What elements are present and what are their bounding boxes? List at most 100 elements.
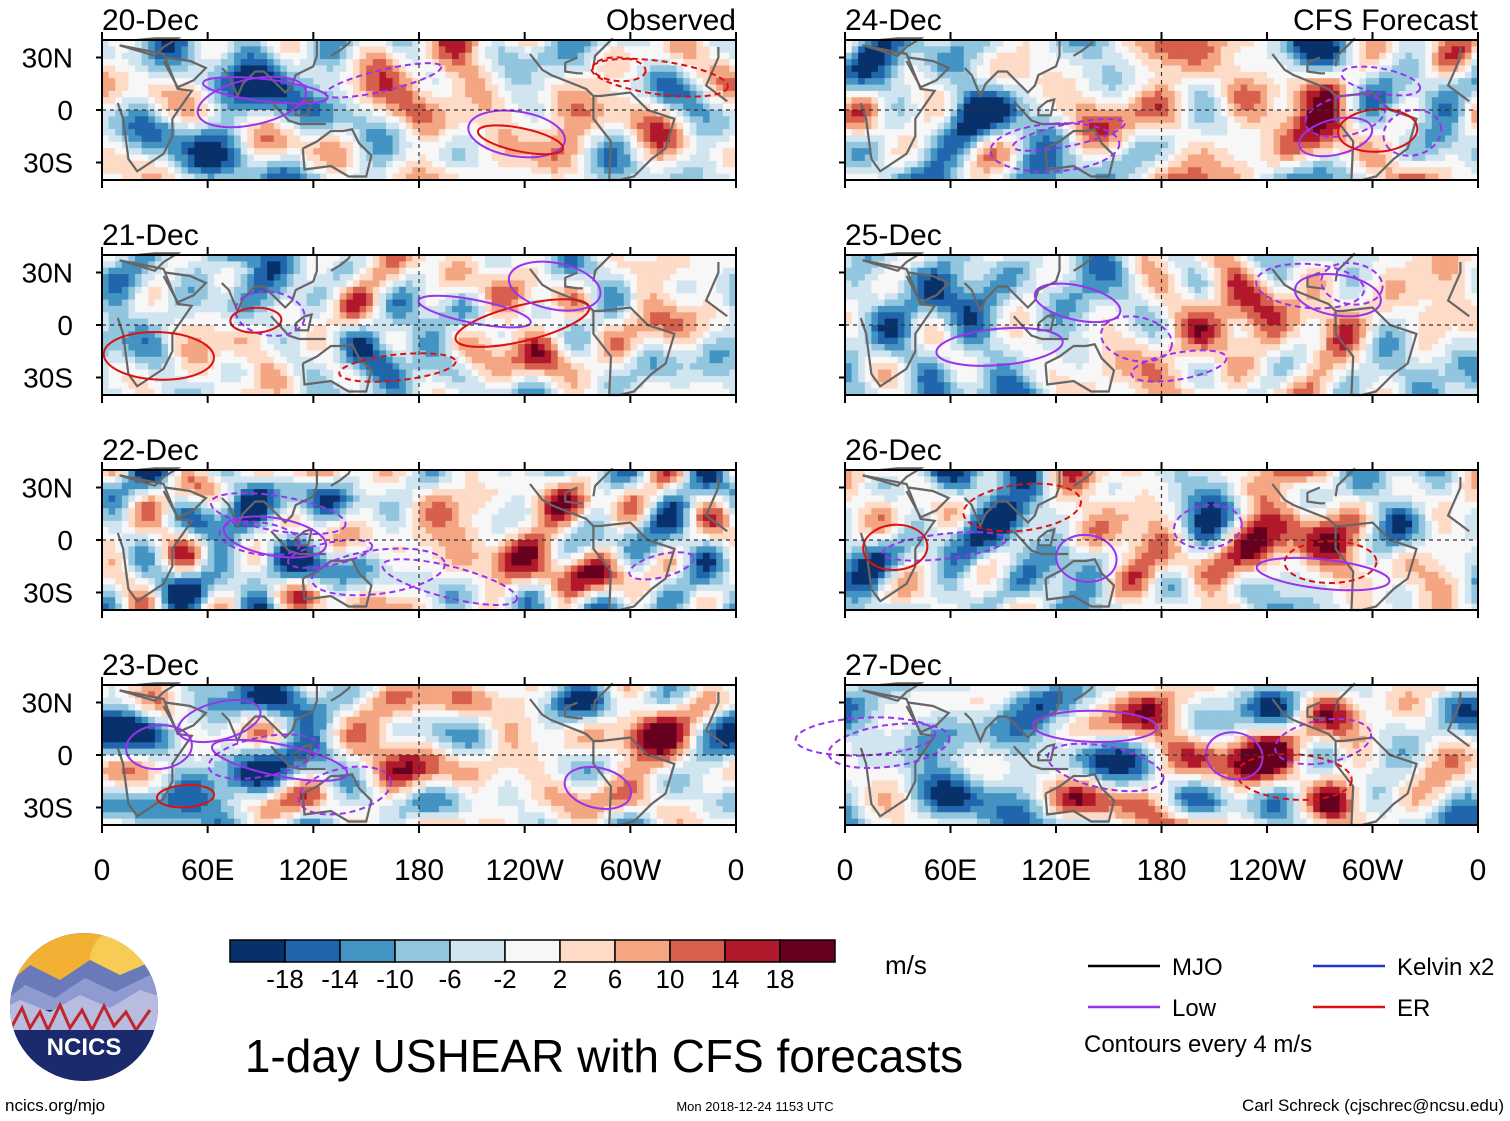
heatmap-cell xyxy=(260,305,268,313)
heatmap-cell xyxy=(293,274,301,282)
heatmap-cell xyxy=(108,173,116,181)
heatmap-cell xyxy=(445,52,453,60)
heatmap-cell xyxy=(557,363,565,371)
heatmap-cell xyxy=(544,356,552,364)
heatmap-cell xyxy=(201,350,209,358)
heatmap-cell xyxy=(656,375,664,383)
heatmap-cell xyxy=(181,122,189,130)
heatmap-cell xyxy=(584,369,592,377)
heatmap-cell xyxy=(518,160,526,168)
heatmap-cell xyxy=(240,299,248,307)
heatmap-cell xyxy=(577,495,585,503)
heatmap-cell xyxy=(253,312,262,320)
heatmap-cell xyxy=(339,293,347,301)
heatmap-cell xyxy=(676,129,684,137)
heatmap-cell xyxy=(385,173,394,181)
heatmap-cell xyxy=(419,501,427,509)
heatmap-cell xyxy=(696,84,704,92)
heatmap-cell xyxy=(154,356,163,364)
heatmap-cell xyxy=(121,46,130,54)
heatmap-cell xyxy=(570,312,579,320)
heatmap-cell xyxy=(419,52,427,60)
lat-label: 30N xyxy=(22,43,73,74)
low-contour xyxy=(467,109,566,159)
heatmap-cell xyxy=(716,369,724,377)
heatmap-cell xyxy=(412,375,420,383)
heatmap-cell xyxy=(531,325,539,332)
heatmap-cell xyxy=(643,267,651,275)
heatmap-cell xyxy=(630,312,638,320)
heatmap-cell xyxy=(465,508,473,516)
heatmap-cell xyxy=(214,325,222,332)
heatmap-cell xyxy=(669,470,678,477)
heatmap-cell xyxy=(121,122,130,130)
heatmap-cell xyxy=(425,90,433,98)
heatmap-cell xyxy=(603,160,612,168)
heatmap-cell xyxy=(220,160,229,168)
heatmap-cell xyxy=(465,476,473,484)
heatmap-cell xyxy=(108,71,116,79)
heatmap-cell xyxy=(333,122,341,130)
heatmap-cell xyxy=(458,356,466,364)
heatmap-cell xyxy=(504,65,513,73)
heatmap-cell xyxy=(524,382,532,390)
heatmap-cell xyxy=(438,46,447,54)
heatmap-cell xyxy=(709,501,717,509)
heatmap-cell xyxy=(234,261,242,269)
heatmap-cell xyxy=(465,97,473,105)
heatmap-cell xyxy=(273,167,281,175)
heatmap-cell xyxy=(709,110,717,117)
heatmap-cell xyxy=(181,46,189,54)
heatmap-cell xyxy=(471,261,480,269)
heatmap-cell xyxy=(478,325,486,332)
heatmap-cell xyxy=(372,350,380,358)
heatmap-cell xyxy=(551,167,559,175)
heatmap-cell xyxy=(603,154,612,162)
heatmap-cell xyxy=(419,110,427,117)
heatmap-cell xyxy=(465,489,473,497)
heatmap-cell xyxy=(564,110,572,117)
heatmap-cell xyxy=(346,148,354,156)
heatmap-cell xyxy=(478,274,486,282)
heatmap-cell xyxy=(458,173,466,181)
heatmap-cell xyxy=(366,293,374,301)
heatmap-cell xyxy=(339,40,347,47)
heatmap-cell xyxy=(570,59,579,67)
heatmap-cell xyxy=(372,141,380,149)
heatmap-cell xyxy=(260,122,268,130)
heatmap-cell xyxy=(267,489,275,497)
heatmap-cell xyxy=(385,305,394,313)
heatmap-cell xyxy=(300,356,308,364)
heatmap-cell xyxy=(319,103,328,111)
heatmap-cell xyxy=(590,122,598,130)
heatmap-cell xyxy=(168,65,176,73)
heatmap-cell xyxy=(630,344,638,352)
heatmap-cell xyxy=(174,369,182,377)
heatmap-cell xyxy=(504,154,513,162)
heatmap-cell xyxy=(531,122,539,130)
heatmap-cell xyxy=(491,255,499,262)
heatmap-cell xyxy=(359,167,367,175)
heatmap-cell xyxy=(531,129,539,137)
heatmap-cell xyxy=(128,141,136,149)
heatmap-cell xyxy=(478,495,486,503)
heatmap-cell xyxy=(207,495,215,503)
heatmap-cell xyxy=(207,476,215,484)
heatmap-cell xyxy=(201,274,209,282)
heatmap-cell xyxy=(339,116,347,124)
heatmap-cell xyxy=(524,46,532,54)
heatmap-cell xyxy=(280,331,288,339)
heatmap-cell xyxy=(722,52,730,60)
heatmap-cell xyxy=(201,84,209,92)
heatmap-cell xyxy=(128,40,136,47)
heatmap-cell xyxy=(564,305,572,313)
heatmap-cell xyxy=(412,65,420,73)
heatmap-cell xyxy=(445,261,453,269)
heatmap-cell xyxy=(485,508,493,516)
heatmap-cell xyxy=(108,267,116,275)
heatmap-cell xyxy=(656,318,664,326)
heatmap-cell xyxy=(154,71,163,79)
heatmap-cell xyxy=(346,135,354,143)
heatmap-cell xyxy=(121,495,130,503)
heatmap-cell xyxy=(630,129,638,137)
